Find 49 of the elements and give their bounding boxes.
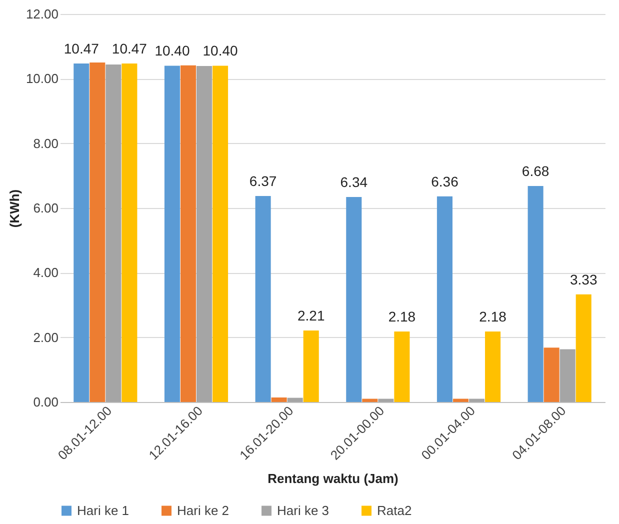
bar xyxy=(106,64,122,402)
y-tick-label: 2.00 xyxy=(33,330,58,345)
data-label: 10.40 xyxy=(202,42,238,59)
legend-label: Hari ke 3 xyxy=(277,502,330,518)
bar xyxy=(452,398,469,402)
data-label: 2.18 xyxy=(479,308,507,325)
bar xyxy=(196,66,212,402)
y-tick-label: 0.00 xyxy=(33,394,58,410)
bar xyxy=(362,398,378,402)
bar xyxy=(74,63,90,402)
y-tick-label: 4.00 xyxy=(33,265,58,280)
bar xyxy=(378,398,394,402)
data-label: 2.18 xyxy=(388,308,416,325)
legend-label: Hari ke 2 xyxy=(177,502,230,518)
bar xyxy=(90,62,106,402)
bar xyxy=(346,197,362,402)
data-label: 6.68 xyxy=(522,163,550,180)
y-axis-title: (KWh) xyxy=(6,189,22,228)
bar xyxy=(560,349,576,402)
data-label: 10.47 xyxy=(64,40,100,56)
y-tick-label: 6.00 xyxy=(33,200,58,216)
bar xyxy=(164,66,180,402)
bar xyxy=(576,294,592,402)
y-tick-label: 12.00 xyxy=(26,6,58,22)
y-tick-label: 10.00 xyxy=(26,71,58,86)
bar xyxy=(485,332,501,402)
bar xyxy=(303,330,319,402)
data-label: 6.37 xyxy=(249,173,277,190)
x-axis-title: Rentang waktu (Jam) xyxy=(268,470,398,486)
y-tick-label: 8.00 xyxy=(33,136,58,151)
bar xyxy=(122,63,138,402)
bar xyxy=(394,332,410,402)
data-label: 3.33 xyxy=(570,271,598,288)
bar xyxy=(271,397,287,402)
bar xyxy=(287,398,303,402)
data-label: 10.40 xyxy=(154,42,190,59)
data-label: 6.34 xyxy=(340,174,368,190)
bar xyxy=(180,65,196,402)
bar xyxy=(255,196,271,402)
bar xyxy=(436,196,452,402)
legend-label: Hari ke 1 xyxy=(77,502,130,518)
bar xyxy=(544,348,560,402)
bar xyxy=(528,186,544,402)
bar xyxy=(468,398,485,402)
data-label: 10.47 xyxy=(112,40,148,56)
data-label: 6.36 xyxy=(431,173,459,190)
bar xyxy=(212,66,228,402)
data-label: 2.21 xyxy=(297,308,325,324)
legend-label: Rata2 xyxy=(377,502,412,518)
